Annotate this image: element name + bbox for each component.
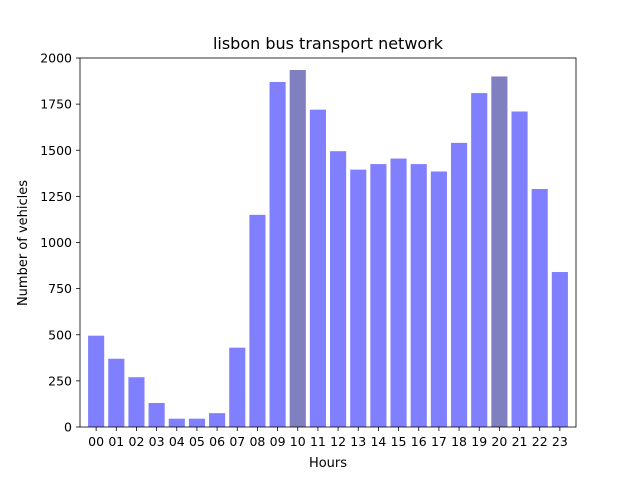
bar-12: [330, 151, 347, 428]
bar-06: [209, 413, 226, 427]
x-tick-label-06: 06: [209, 434, 225, 449]
bar-05: [188, 418, 206, 427]
bar-21: [511, 111, 528, 427]
bar-22: [531, 189, 548, 427]
axes-layer: 00 01 02 03 04 05 06 07 08 09 10 11 12 13 14 15 16 17 18 19…: [40, 51, 577, 449]
x-tick-label-22: 22: [532, 434, 548, 449]
plot-frame: [79, 57, 577, 428]
y-axis-label: Number of vehicles: [16, 180, 31, 306]
x-tick-label-00: 00: [88, 434, 104, 449]
x-axis-label: Hours: [309, 456, 347, 471]
bar-11: [309, 109, 326, 427]
x-tick-label-16: 16: [411, 434, 427, 449]
x-tick-label-09: 09: [270, 434, 286, 449]
bar-03: [148, 403, 165, 427]
y-tick-label-750: 750: [48, 281, 72, 296]
bars-layer: [88, 69, 568, 428]
bar-15: [390, 158, 407, 428]
bar-09: [269, 81, 286, 427]
bar-16: [410, 164, 427, 427]
x-tick-label-14: 14: [370, 434, 386, 449]
y-tick-label-1500: 1500: [40, 143, 72, 158]
y-tick-label-1750: 1750: [40, 97, 72, 112]
x-tick-label-19: 19: [471, 434, 487, 449]
y-tick-label-1000: 1000: [40, 235, 72, 250]
bar-20: [491, 76, 508, 427]
y-tick-label-0: 0: [64, 420, 72, 435]
x-tick-label-04: 04: [169, 434, 185, 449]
bar-01: [108, 358, 125, 427]
y-tick-label-2000: 2000: [40, 51, 72, 66]
bar-00: [88, 335, 105, 427]
x-tick-label-21: 21: [512, 434, 528, 449]
x-tick-label-01: 01: [108, 434, 124, 449]
x-tick-label-18: 18: [451, 434, 467, 449]
bar-14: [370, 164, 387, 427]
y-tick-label-250: 250: [48, 373, 72, 388]
y-tick-label-500: 500: [48, 327, 72, 342]
x-tick-label-08: 08: [249, 434, 265, 449]
x-tick-label-12: 12: [330, 434, 346, 449]
y-tick-label-1250: 1250: [40, 189, 72, 204]
bar-13: [350, 169, 367, 427]
chart-title: lisbon bus transport network: [213, 34, 444, 53]
x-tick-label-20: 20: [491, 434, 507, 449]
x-tick-label-02: 02: [129, 434, 145, 449]
bar-08: [249, 214, 266, 427]
x-tick-label-11: 11: [310, 434, 326, 449]
bar-04: [168, 418, 185, 427]
x-tick-label-05: 05: [189, 434, 205, 449]
x-tick-label-07: 07: [229, 434, 245, 449]
x-tick-label-15: 15: [391, 434, 407, 449]
bar-19: [471, 93, 488, 427]
x-tick-label-13: 13: [350, 434, 366, 449]
x-tick-label-23: 23: [552, 434, 568, 449]
x-tick-label-03: 03: [149, 434, 165, 449]
bar-23: [551, 272, 568, 427]
bar-02: [128, 377, 145, 427]
x-tick-label-10: 10: [290, 434, 306, 449]
bar-18: [450, 142, 468, 427]
bar-17: [430, 171, 447, 427]
bar-07: [229, 347, 246, 427]
bar-10: [289, 69, 306, 428]
x-tick-label-17: 17: [431, 434, 447, 449]
